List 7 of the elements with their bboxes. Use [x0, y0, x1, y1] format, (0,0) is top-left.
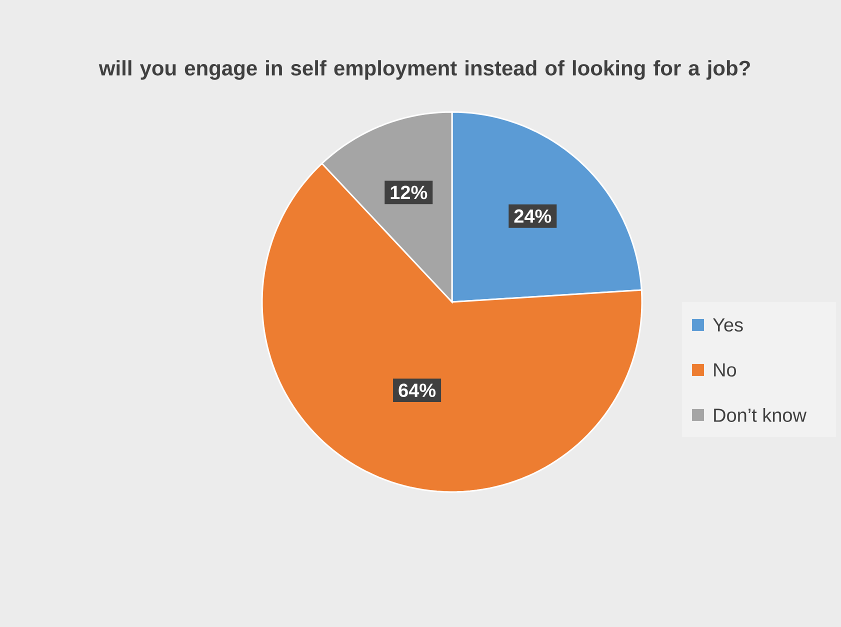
data-label: 12%	[390, 186, 428, 200]
chart-title: will you engage in self employment instead of looking for a job?	[98, 60, 750, 80]
legend-label: Don’t know	[714, 408, 807, 422]
legend-label: Yes	[712, 318, 743, 332]
data-label: 24%	[514, 209, 552, 223]
data-label: 64%	[398, 384, 436, 398]
legend-label: No	[714, 363, 736, 377]
